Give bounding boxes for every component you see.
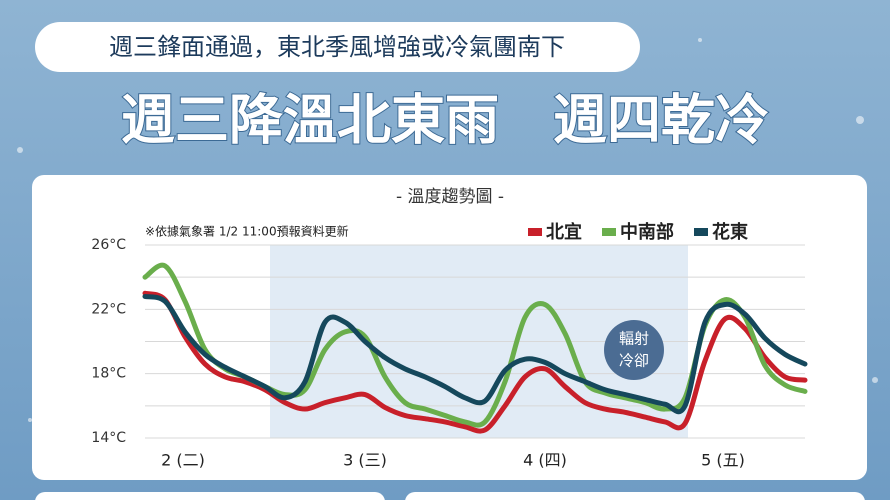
legend-label: 北宜 (546, 221, 582, 243)
x-tick-label: 2 (二) (161, 451, 205, 470)
lower-panel (405, 492, 865, 500)
y-tick-label: 26°C (91, 237, 126, 253)
y-tick-label: 18°C (91, 366, 126, 382)
x-tick-label: 5 (五) (701, 451, 745, 470)
x-tick-label: 4 (四) (523, 451, 567, 470)
title: 週三降溫北東雨 週四乾冷 (121, 89, 769, 152)
legend-label: 中南部 (620, 221, 674, 243)
line (142, 293, 808, 415)
legend-swatch (694, 228, 708, 236)
chart-title: - 溫度趨勢圖 - (396, 187, 504, 207)
plot: 26°C 22°C 18°C 14°C 2 (二) 3 (三) 4 (四) 5 (五) 北宜 中南… (91, 221, 808, 470)
subtitle-pill (35, 22, 640, 72)
legend-swatch (528, 228, 542, 236)
annotation: 輻射 (619, 330, 649, 348)
lower-panel (35, 492, 385, 500)
x-tick-label: 3 (三) (343, 451, 387, 470)
y-tick-label: 14°C (91, 430, 126, 446)
note: ※依據氣象署 1/2 11:00預報資料更新 (145, 224, 349, 239)
annotation: 冷卻 (619, 352, 649, 370)
line (142, 290, 808, 434)
legend-swatch (602, 228, 616, 236)
legend-label: 花東 (712, 221, 748, 243)
subtitle: 週三鋒面通過，東北季風增強或冷氣團南下 (109, 33, 565, 61)
y-tick-label: 22°C (91, 301, 126, 317)
annotation-circle (604, 320, 664, 380)
